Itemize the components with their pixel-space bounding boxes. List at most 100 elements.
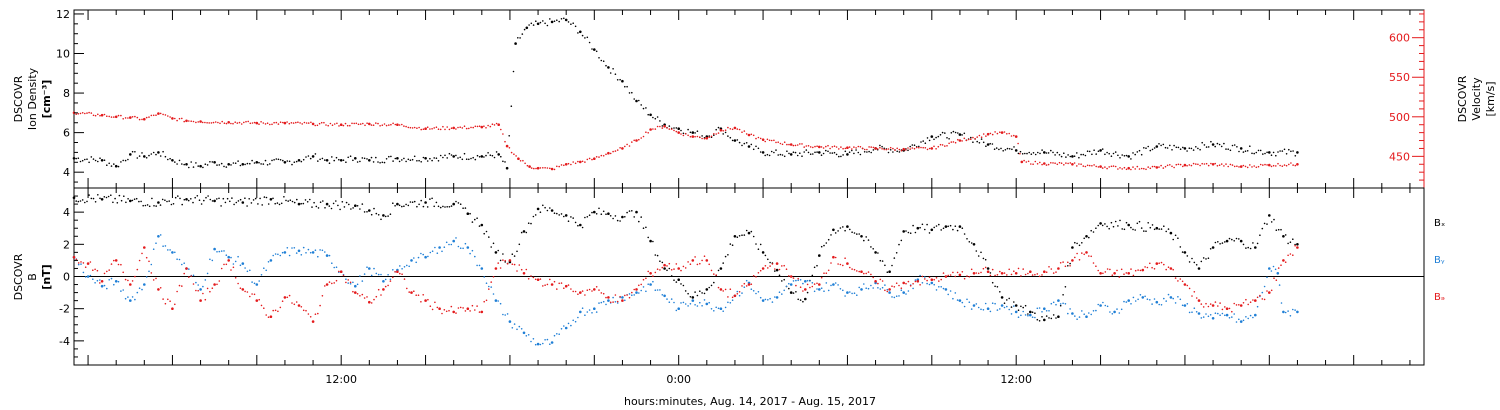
data-sample [181,285,183,287]
data-sample [1006,147,1009,150]
data-sample [258,123,260,125]
data-point [382,288,385,291]
data-sample [755,137,757,140]
data-sample [172,203,175,205]
data-sample [331,124,334,126]
data-sample [820,276,823,279]
data-sample [1270,221,1273,223]
data-sample [542,204,544,207]
data-sample [232,263,235,265]
data-sample [642,227,645,229]
data-sample [1165,268,1167,271]
data-sample [1064,265,1067,268]
data-sample [366,158,368,160]
data-sample [546,338,549,341]
data-sample [970,308,973,310]
data-sample [319,201,322,203]
data-sample [977,255,980,257]
data-sample [336,122,338,125]
data-sample [471,221,474,223]
data-sample [558,333,560,336]
data-sample [1055,317,1057,319]
data-sample [1256,296,1259,299]
data-sample [420,301,422,303]
data-sample [1102,272,1104,275]
data-sample [211,287,214,290]
data-sample [884,289,886,292]
data-sample [1220,163,1223,165]
data-sample [236,122,239,124]
data-sample [840,146,842,148]
data-sample [991,133,994,136]
data-point [607,212,610,215]
data-sample [600,213,603,215]
data-sample [1255,166,1258,169]
data-sample [1256,305,1259,308]
data-sample [361,157,364,159]
data-sample [1036,163,1039,165]
data-point [1057,267,1060,270]
data-sample [1160,164,1162,167]
data-sample [1121,168,1123,170]
data-sample [178,117,181,120]
data-sample [647,113,649,116]
data-sample [656,125,659,128]
data-sample [1108,227,1110,230]
data-sample [774,270,776,272]
data-point [564,284,568,288]
data-point [621,79,624,83]
data-sample [642,286,645,288]
data-sample [950,132,953,134]
data-sample [295,301,298,303]
data-sample [443,309,446,311]
data-point [424,255,427,259]
data-sample [309,198,311,201]
data-sample [141,252,143,255]
data-sample [483,232,486,235]
data-sample [225,122,228,125]
data-sample [1242,243,1245,246]
data-sample [1266,223,1268,225]
data-sample [722,133,724,135]
data-sample [476,264,478,267]
data-sample [407,158,410,161]
data-sample [92,114,95,117]
data-point [888,288,891,291]
data-sample [373,298,375,301]
data-point [1155,262,1159,265]
data-sample [513,323,516,325]
data-sample [459,156,462,159]
data-sample [944,132,946,134]
data-sample [1132,296,1135,299]
data-sample [689,135,692,138]
data-point [1057,299,1060,302]
data-point [1282,235,1285,238]
data-sample [777,141,779,143]
data-point [1000,131,1004,134]
data-sample [598,207,600,210]
data-sample [1138,149,1141,152]
data-sample [1067,265,1069,267]
data-sample [487,124,489,127]
data-sample [1275,229,1278,231]
data-sample [1193,261,1196,264]
data-sample [164,199,166,201]
data-sample [558,282,560,285]
data-sample [891,296,893,298]
data-sample [838,155,840,158]
data-sample [1273,218,1275,221]
data-sample [478,264,481,267]
data-sample [1177,146,1180,149]
data-point [761,138,765,141]
data-sample [803,151,805,153]
data-sample [305,309,307,312]
data-point [1085,315,1088,319]
data-sample [645,226,647,229]
data-sample [982,309,985,311]
data-sample [162,150,164,153]
data-sample [504,261,507,263]
data-sample [459,306,462,309]
data-sample [1242,319,1245,322]
b-axis-label-1: DSCOVR [12,253,25,300]
data-sample [106,164,108,166]
